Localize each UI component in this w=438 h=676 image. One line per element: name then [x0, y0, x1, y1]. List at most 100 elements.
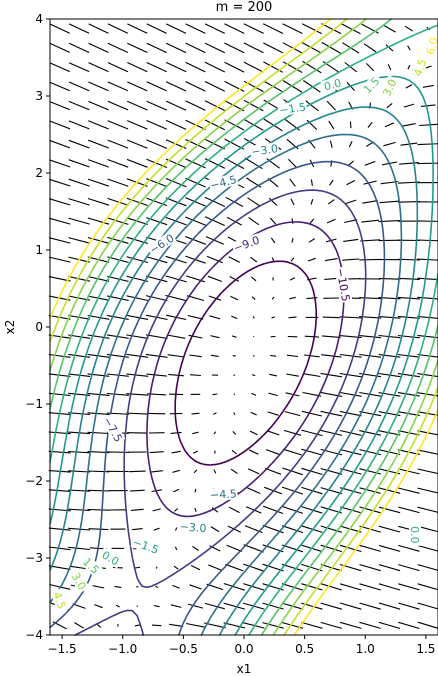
quiver-arrow — [207, 564, 222, 571]
quiver-arrow — [244, 157, 263, 170]
quiver-arrow — [126, 158, 148, 168]
quiver-arrow — [49, 159, 71, 168]
quiver-arrow — [126, 295, 149, 302]
quiver-arrow — [68, 450, 91, 454]
y-tick-label: −2 — [25, 474, 43, 488]
quiver-arrow — [166, 334, 186, 339]
contour-line — [174, 260, 317, 466]
quiver-arrow — [290, 257, 295, 262]
contour-label: −9.0 — [231, 233, 262, 255]
quiver-arrow — [243, 42, 264, 54]
y-tick-label: −4 — [25, 628, 43, 642]
quiver-arrow — [250, 256, 258, 263]
contour-label: −1.5 — [277, 100, 308, 117]
quiver-arrow — [185, 216, 206, 226]
quiver-arrow — [68, 81, 90, 92]
quiver-arrow — [359, 258, 381, 261]
quiver-arrow — [291, 218, 294, 224]
quiver-arrow — [328, 179, 334, 186]
quiver-arrow — [270, 237, 276, 244]
quiver-arrow — [170, 604, 182, 608]
quiver-arrow — [87, 314, 110, 320]
quiver-arrow — [339, 391, 362, 397]
quiver-arrow — [223, 602, 246, 610]
contour-label-text: −9.0 — [232, 234, 262, 255]
quiver-arrow — [165, 100, 187, 111]
quiver-arrow — [107, 197, 129, 206]
quiver-arrow — [291, 238, 294, 243]
quiver-arrow — [286, 354, 299, 358]
quiver-arrow — [301, 467, 323, 476]
quiver-arrow — [320, 583, 342, 591]
quiver-arrow — [359, 621, 381, 629]
quiver-arrow — [379, 200, 400, 204]
y-tick-label: 3 — [35, 89, 43, 103]
quiver-arrow — [48, 353, 71, 358]
quiver-arrow — [306, 297, 318, 300]
quiver-arrow — [321, 335, 341, 338]
quiver-arrow — [327, 199, 335, 205]
quiver-arrow — [146, 42, 167, 54]
quiver-arrow — [87, 178, 110, 187]
quiver-arrow — [174, 527, 178, 531]
quiver-arrow — [87, 197, 110, 206]
quiver-arrow — [326, 100, 336, 111]
quiver-arrow — [304, 99, 319, 112]
quiver-arrow — [348, 140, 353, 148]
quiver-arrow — [281, 583, 304, 591]
quiver-arrow — [383, 24, 396, 33]
contour-label-text: −3.0 — [251, 142, 279, 159]
quiver-arrow — [204, 196, 226, 207]
quiver-arrow — [185, 235, 206, 245]
quiver-arrow — [68, 508, 91, 512]
quiver-arrow — [247, 197, 261, 207]
x-tick-label: 0.0 — [234, 642, 253, 656]
quiver-arrow — [205, 236, 224, 245]
quiver-arrow — [243, 99, 264, 112]
chart-title: m = 200 — [216, 0, 273, 15]
quiver-arrow — [288, 316, 297, 319]
quiver-arrow — [213, 469, 217, 474]
quiver-arrow — [359, 583, 381, 591]
quiver-arrow — [398, 487, 420, 494]
quiver-arrow — [169, 623, 184, 627]
quiver-arrow — [404, 25, 413, 32]
quiver-arrow — [251, 392, 257, 396]
quiver-arrow — [204, 138, 226, 150]
quiver-arrow — [281, 525, 304, 534]
quiver-arrow — [68, 470, 91, 473]
contour-label-text: −10.5 — [334, 267, 353, 302]
quiver-arrow — [359, 544, 381, 552]
quiver-arrow — [378, 621, 401, 630]
quiver-arrow — [107, 236, 129, 244]
quiver-arrow — [127, 42, 148, 53]
quiver-arrow — [326, 218, 336, 224]
quiver-arrow — [339, 316, 362, 319]
quiver-arrow — [153, 604, 160, 608]
quiver-arrow — [229, 276, 240, 282]
quiver-arrow — [321, 41, 342, 54]
quiver-arrow — [87, 489, 110, 492]
quiver-arrow — [126, 139, 148, 149]
quiver-arrow — [346, 180, 356, 186]
quiver-arrow — [68, 237, 90, 244]
quiver-arrow — [226, 544, 243, 553]
quiver-arrow — [146, 81, 167, 92]
quiver-arrow — [49, 81, 71, 92]
quiver-arrow — [378, 487, 401, 494]
quiver-arrow — [231, 449, 237, 455]
quiver-arrow — [417, 277, 438, 281]
quiver-arrow — [310, 179, 313, 186]
quiver-arrow — [417, 162, 438, 165]
quiver-arrow — [398, 602, 420, 610]
quiver-arrow — [417, 468, 438, 475]
contour-label: 0.0 — [320, 75, 345, 94]
x-tick-label: −1.5 — [48, 642, 77, 656]
quiver-arrow — [252, 316, 255, 319]
quiver-arrow — [167, 354, 185, 358]
quiver-arrow — [398, 468, 420, 475]
quiver-arrow — [308, 238, 316, 243]
y-axis-title: x2 — [3, 320, 17, 335]
quiver-arrow — [174, 546, 178, 551]
quiver-arrow — [363, 180, 377, 185]
